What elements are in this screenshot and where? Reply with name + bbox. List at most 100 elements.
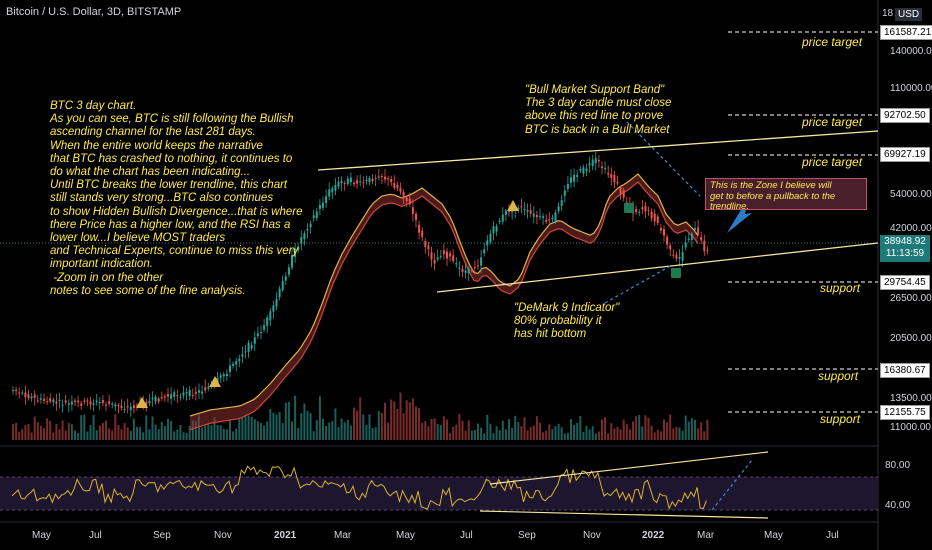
volume-bar: [436, 423, 439, 440]
volume-bar: [405, 400, 408, 440]
price-tick: 140000.00: [890, 46, 932, 57]
volume-bar: [464, 430, 467, 440]
volume-bars: [12, 392, 709, 440]
candle-body: [30, 396, 33, 399]
volume-bar: [672, 428, 675, 440]
time-axis-label: Mar: [697, 530, 715, 541]
volume-bar: [182, 432, 185, 440]
volume-bar: [576, 422, 579, 440]
volume-bar: [452, 426, 455, 440]
candle-body: [145, 401, 148, 406]
checkmark-icon: [624, 203, 634, 213]
volume-bar: [303, 403, 306, 440]
volume-bar: [411, 398, 414, 440]
candle-body: [501, 214, 504, 222]
candle-body: [98, 401, 101, 403]
volume-bar: [458, 414, 461, 440]
volume-bar: [309, 413, 312, 440]
level-label-2: price target: [802, 155, 863, 169]
candle-body: [83, 400, 86, 402]
candle-body: [706, 250, 709, 252]
time-axis-label: Nov: [583, 530, 601, 541]
candle-body: [380, 175, 383, 177]
candle-body: [337, 181, 340, 187]
candle-body: [439, 256, 442, 258]
volume-bar: [591, 426, 594, 440]
volume-bar: [77, 432, 80, 440]
candle-body: [297, 246, 300, 251]
volume-bar: [238, 418, 241, 440]
volume-bar: [604, 416, 607, 440]
candle-body: [604, 168, 607, 170]
chart-markers: [136, 200, 681, 408]
volume-bar: [588, 429, 591, 440]
candle-body: [517, 207, 520, 210]
volume-bar: [681, 430, 684, 440]
candle-body: [436, 257, 439, 260]
candle-body: [86, 400, 89, 402]
candle-body: [278, 288, 281, 298]
demark-note: "DeMark 9 Indicator" 80% probability it …: [514, 302, 620, 341]
volume-bar: [365, 424, 368, 440]
candle-body: [275, 298, 278, 307]
volume-bar: [269, 408, 272, 440]
volume-bar: [204, 425, 207, 440]
volume-bar: [315, 420, 318, 440]
volume-bar: [566, 432, 569, 440]
candle-body: [253, 337, 256, 344]
candle-body: [418, 225, 421, 233]
candle-body: [597, 159, 600, 162]
candle-body: [601, 166, 603, 168]
candle-body: [250, 345, 253, 349]
volume-bar: [260, 422, 262, 440]
candle-body: [700, 236, 703, 241]
candle-body: [43, 398, 45, 401]
candle-body: [284, 276, 287, 281]
candle-body: [198, 390, 200, 393]
level-label-0: price target: [802, 35, 863, 49]
volume-bar: [145, 415, 148, 440]
volume-bar: [213, 417, 216, 440]
price-tick: 54000.00: [890, 189, 932, 200]
volume-bar: [300, 413, 303, 440]
volume-bar: [492, 433, 495, 440]
candle-body: [576, 174, 579, 177]
candle-body: [635, 209, 638, 213]
rsi-upper-trendline: [489, 451, 769, 485]
candle-body: [650, 211, 653, 219]
candle-body: [322, 202, 324, 208]
level-tag-2: 69927.19: [880, 147, 930, 162]
candle-countdown: 11:13:59: [885, 248, 925, 259]
volume-bar: [622, 419, 625, 440]
candle-body: [70, 401, 73, 405]
volume-bar: [653, 432, 656, 440]
candle-body: [247, 342, 250, 352]
volume-bar: [21, 429, 24, 440]
volume-bar: [384, 402, 386, 440]
volume-bar: [216, 424, 219, 440]
candle-body: [666, 236, 669, 245]
volume-bar: [632, 421, 634, 440]
time-axis-label: Jul: [89, 530, 102, 541]
volume-bar: [318, 396, 321, 440]
candle-body: [157, 398, 160, 402]
candle-body: [393, 183, 396, 188]
volume-bar: [160, 421, 163, 440]
candle-body: [371, 178, 374, 182]
volume-bar: [628, 429, 631, 440]
upper-channel-line: [317, 130, 879, 171]
volume-bar: [101, 422, 104, 440]
candle-body: [480, 257, 483, 266]
candle-body: [229, 365, 231, 372]
volume-bar: [49, 420, 52, 440]
candle-body: [89, 401, 92, 405]
volume-bar: [356, 410, 359, 440]
candle-body: [557, 206, 560, 212]
volume-bar: [650, 425, 653, 440]
candle-body: [46, 401, 49, 403]
candle-body: [415, 213, 417, 220]
candle-body: [219, 375, 222, 378]
currency-selector[interactable]: USD: [895, 8, 923, 21]
candle-body: [281, 281, 284, 291]
